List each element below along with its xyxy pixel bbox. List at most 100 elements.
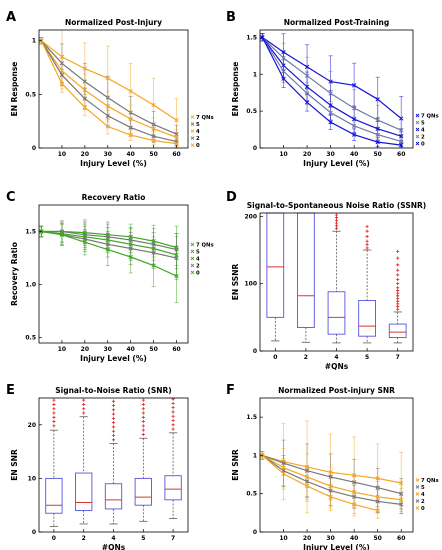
y-axis-label: EN SNR xyxy=(10,449,19,481)
data-point xyxy=(328,488,333,493)
x-tick-label: 20 xyxy=(303,151,311,158)
legend-entry: 7 QNs xyxy=(196,242,214,248)
x-tick-label: 60 xyxy=(397,151,405,158)
x-tick-label: 7 xyxy=(396,354,400,361)
data-point xyxy=(128,242,133,247)
data-point xyxy=(352,117,357,122)
outlier xyxy=(396,282,400,286)
x-tick-label: 5 xyxy=(365,354,369,361)
x-tick-label: 20 xyxy=(81,151,89,158)
data-point xyxy=(59,54,65,59)
data-point xyxy=(151,134,156,139)
x-tick-label: 50 xyxy=(149,346,157,353)
outlier xyxy=(111,399,116,403)
y-tick-label: 1 xyxy=(253,452,257,459)
legend-entry: 0 xyxy=(196,270,200,276)
data-point xyxy=(105,104,110,109)
x-tick-label: 30 xyxy=(104,151,112,158)
x-axis-label: Injury Level (%) xyxy=(303,159,370,168)
data-point xyxy=(82,87,87,93)
x-tick-label: 30 xyxy=(326,535,334,542)
outlier xyxy=(52,424,56,428)
x-tick-label: 40 xyxy=(127,151,135,158)
x-tick-label: 10 xyxy=(58,346,66,353)
x-tick-label: 4 xyxy=(334,354,338,361)
outlier xyxy=(171,414,175,418)
x-tick-label: 5 xyxy=(141,535,145,542)
data-point xyxy=(375,499,380,504)
y-tick-label: 0 xyxy=(253,529,257,536)
outlier xyxy=(171,418,175,423)
data-point xyxy=(304,100,310,105)
panel-label: D xyxy=(226,190,237,205)
y-tick-label: 0.5 xyxy=(25,335,36,342)
chart-title: Normalized Post-injury SNR xyxy=(278,386,395,395)
outlier xyxy=(141,428,145,432)
data-point xyxy=(304,73,310,78)
legend-marker xyxy=(190,249,195,254)
box xyxy=(104,483,123,510)
outlier xyxy=(141,402,145,407)
y-tick-label: 0 xyxy=(32,529,36,536)
x-tick-label: 0 xyxy=(273,354,277,361)
data-point xyxy=(304,474,310,480)
data-point xyxy=(281,460,286,466)
outlier xyxy=(82,407,86,411)
legend-entry: 4 xyxy=(196,129,200,135)
legend-marker xyxy=(190,115,195,119)
outlier xyxy=(396,273,400,277)
data-point xyxy=(399,491,404,496)
data-point xyxy=(352,502,357,507)
outlier xyxy=(82,411,86,415)
data-point xyxy=(328,120,333,125)
x-tick-label: 60 xyxy=(397,535,405,542)
legend-entry: 7 QNs xyxy=(421,478,439,484)
data-point xyxy=(352,490,357,495)
legend-marker xyxy=(415,506,420,510)
data-point xyxy=(105,76,110,81)
data-point xyxy=(375,132,380,137)
box xyxy=(327,291,346,335)
outlier xyxy=(52,411,56,415)
outlier xyxy=(141,407,145,411)
data-point xyxy=(82,79,87,84)
y-tick-label: 0.5 xyxy=(25,91,36,98)
outlier xyxy=(396,288,400,293)
box xyxy=(358,300,376,337)
box xyxy=(266,212,285,318)
y-axis-label: EN SNR xyxy=(231,449,240,481)
data-point xyxy=(174,252,179,258)
chart-title: Recovery Ratio xyxy=(82,193,146,202)
data-point xyxy=(352,123,357,129)
x-tick-label: 10 xyxy=(279,535,287,542)
data-point xyxy=(375,476,380,481)
legend-marker xyxy=(190,143,195,147)
y-axis-label: EN Response xyxy=(10,62,19,117)
x-tick-label: 10 xyxy=(58,151,66,158)
data-point xyxy=(59,81,65,86)
data-point xyxy=(399,502,404,507)
data-point xyxy=(174,255,179,261)
data-point xyxy=(59,72,65,78)
legend-marker xyxy=(415,478,420,482)
data-point xyxy=(399,497,404,502)
outlier xyxy=(171,406,175,410)
outlier xyxy=(111,403,116,408)
data-point xyxy=(105,234,110,239)
x-tick-label: 2 xyxy=(304,354,308,361)
outlier xyxy=(396,304,400,309)
legend-entry: 7 QNs xyxy=(196,115,214,121)
data-point xyxy=(128,116,133,122)
legend-marker xyxy=(415,485,420,489)
data-point xyxy=(304,464,310,470)
data-point xyxy=(281,471,286,476)
data-point xyxy=(375,139,380,145)
outlier xyxy=(82,398,86,402)
y-tick-label: 200 xyxy=(244,213,257,220)
chart-title: Signal-to-Noise Ratio (SNR) xyxy=(55,386,172,395)
plot-frame xyxy=(38,204,189,344)
data-point xyxy=(128,125,133,130)
